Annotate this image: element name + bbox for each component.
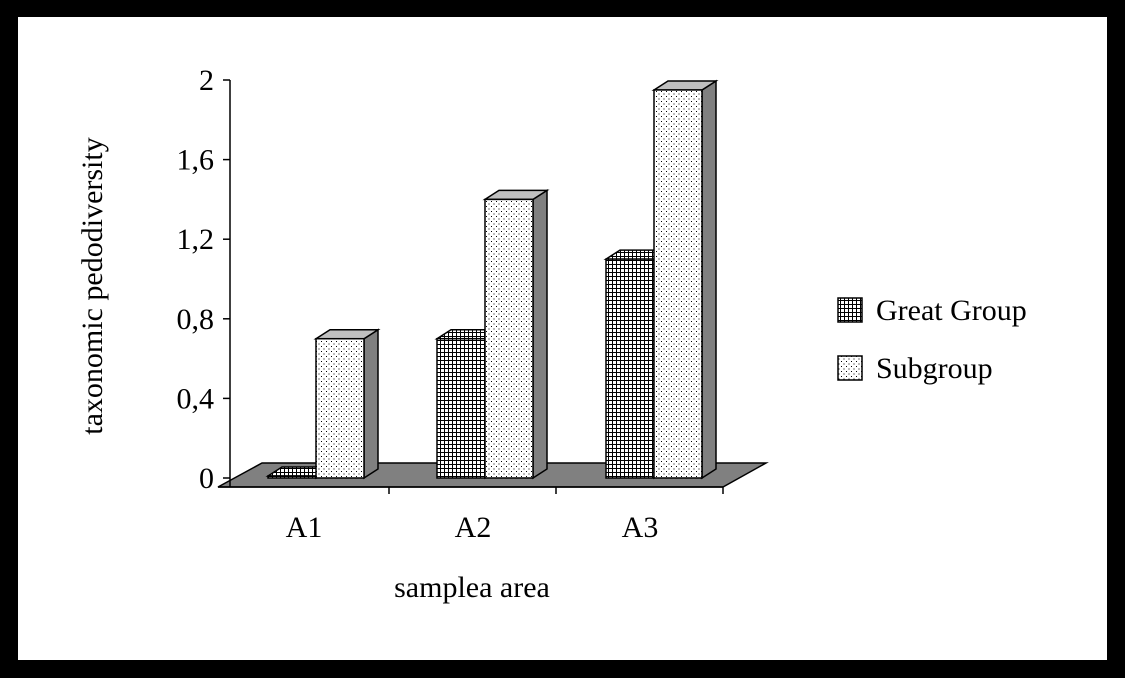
y-tick-label: 0,8 — [177, 303, 215, 336]
legend-label: Subgroup — [876, 352, 993, 385]
y-tick-label: 1,2 — [177, 223, 215, 256]
y-tick-label: 0 — [199, 462, 214, 495]
x-axis-categories: A1 A2 A3 — [286, 511, 659, 544]
x-tick-label: A1 — [286, 511, 323, 544]
legend-swatch — [837, 355, 863, 381]
bar-subgroup-a2 — [482, 189, 550, 480]
x-axis-title: samplea area — [394, 571, 550, 604]
legend-swatch — [837, 297, 863, 323]
y-axis-title: taxonomic pedodiversity — [76, 137, 109, 434]
legend: Great Group Subgroup — [837, 294, 1027, 385]
bar-subgroup-a3 — [651, 79, 719, 480]
legend-label: Great Group — [876, 294, 1027, 327]
y-tick-label: 1,6 — [177, 144, 215, 177]
x-tick-label: A3 — [622, 511, 659, 544]
bars — [265, 79, 719, 480]
x-tick-label: A2 — [455, 511, 492, 544]
y-tick-label: 0,4 — [177, 382, 215, 415]
y-axis: 0 0,4 0,8 1,2 1,6 2 — [177, 64, 724, 495]
bar-subgroup-a1 — [313, 328, 381, 480]
y-tick-label: 2 — [199, 64, 214, 97]
